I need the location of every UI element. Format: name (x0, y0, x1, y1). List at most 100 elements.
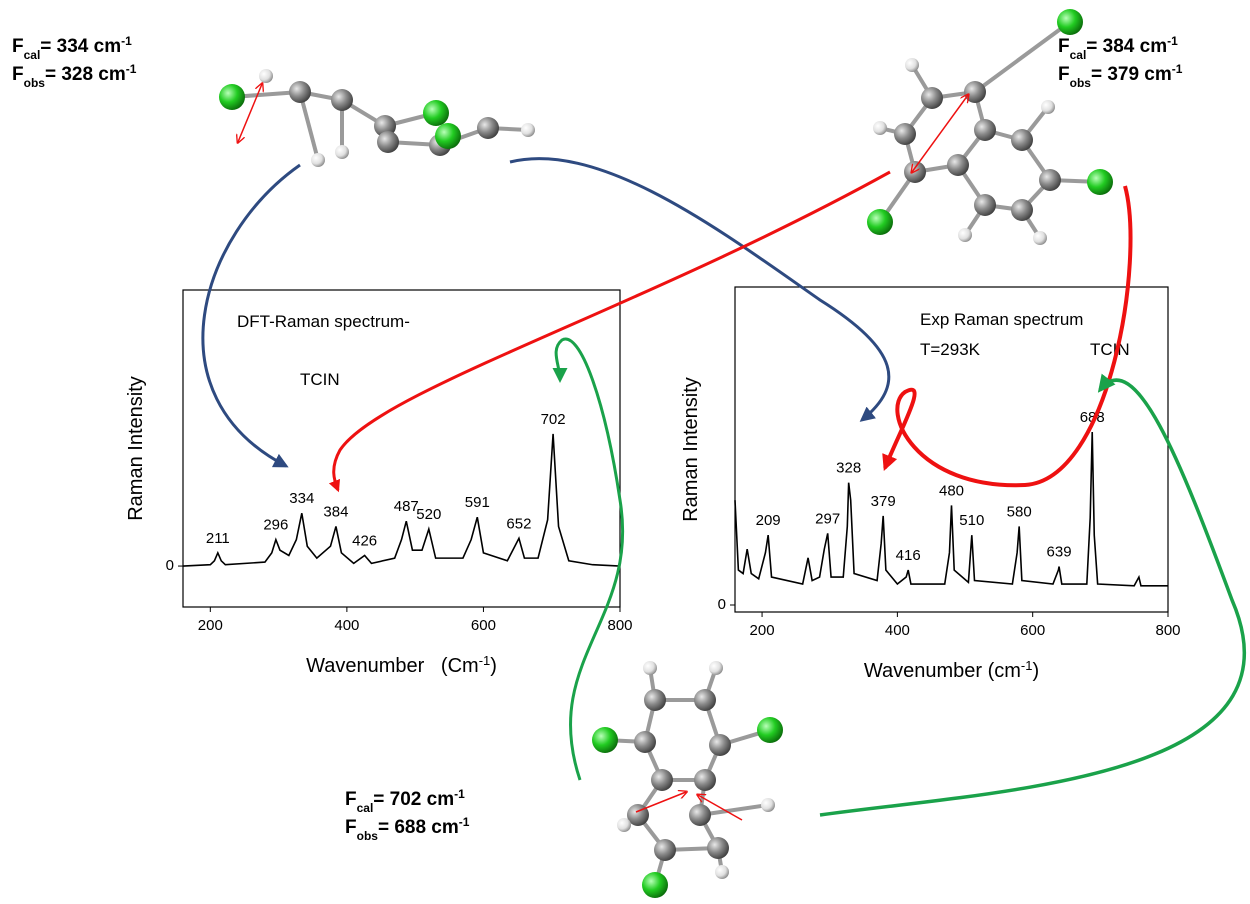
y-tick-label: 0 (718, 596, 726, 613)
arrow (556, 339, 623, 780)
x-tick-label: 200 (198, 617, 223, 634)
x-axis-label-part: -1 (1021, 658, 1033, 673)
x-axis-label-part: Wavenumber (Cm (306, 655, 479, 677)
annotation: TCIN (1090, 340, 1130, 359)
atom (694, 769, 716, 791)
x-axis-label: Wavenumber (Cm-1) (306, 653, 497, 678)
peak-label: 209 (756, 512, 781, 529)
x-axis-label-part: ) (490, 655, 497, 677)
atom (331, 89, 353, 111)
frequency-label-part: = 328 cm (45, 64, 126, 85)
atom (521, 123, 535, 137)
atom (377, 131, 399, 153)
x-tick-label: 600 (1020, 622, 1045, 639)
frequency-label: Fcal= 384 cm-1 (1058, 34, 1178, 62)
atom (335, 145, 349, 159)
frequency-label-part: F (1058, 64, 1070, 85)
frequency-label-part: = 379 cm (1091, 64, 1172, 85)
atom (873, 121, 887, 135)
atom (921, 87, 943, 109)
atom (715, 865, 729, 879)
frequency-label-part: cal (357, 801, 374, 815)
frequency-label-part: F (345, 789, 357, 810)
atom (761, 798, 775, 812)
atom (219, 84, 245, 110)
peak-label: 487 (394, 498, 419, 515)
atom (709, 734, 731, 756)
atom (289, 81, 311, 103)
frequency-label-part: = 334 cm (40, 36, 121, 57)
atom (964, 81, 986, 103)
atom (654, 839, 676, 861)
frequency-label-part: obs (1070, 76, 1092, 90)
peak-label: 480 (939, 482, 964, 499)
atom (311, 153, 325, 167)
peak-label: 297 (815, 510, 840, 527)
peak-label: 211 (206, 530, 230, 547)
peak-label: 328 (836, 460, 861, 477)
atom (643, 661, 657, 675)
frequency-label-part: obs (24, 76, 46, 90)
atom (689, 804, 711, 826)
atom (477, 117, 499, 139)
atom (867, 209, 893, 235)
frequency-label-part: = 702 cm (373, 789, 454, 810)
frequency-label-part: cal (1070, 48, 1087, 62)
peak-label: 652 (506, 515, 531, 532)
atom (423, 100, 449, 126)
frequency-label-part: obs (357, 829, 379, 843)
annotation: T=293K (920, 340, 981, 359)
connector-arrows (203, 159, 1244, 815)
peak-label: 379 (871, 493, 896, 510)
x-axis-label-part: -1 (479, 653, 491, 668)
atom (617, 818, 631, 832)
frequency-label-part: F (12, 64, 24, 85)
atom (644, 689, 666, 711)
peak-label: 426 (352, 532, 377, 549)
atom (651, 769, 673, 791)
frequency-label-part: F (12, 36, 24, 57)
frequency-label-part: = 384 cm (1086, 36, 1167, 57)
x-tick-label: 800 (607, 617, 632, 634)
peak-label: 702 (541, 411, 566, 428)
frequency-label-part: -1 (1167, 34, 1178, 48)
peak-label: 639 (1047, 544, 1072, 561)
annotation: TCIN (300, 370, 340, 389)
atom (974, 119, 996, 141)
atom (634, 731, 656, 753)
atom (905, 58, 919, 72)
bond (975, 22, 1070, 92)
frequency-label-part: = 688 cm (378, 817, 459, 838)
atom (642, 872, 668, 898)
annotation: DFT-Raman spectrum- (237, 312, 410, 331)
y-axis-label: Raman Intensity (680, 377, 702, 522)
molecule (867, 9, 1113, 245)
frequency-label-part: F (345, 817, 357, 838)
peak-label: 334 (289, 490, 314, 507)
annotation: Exp Raman spectrum (920, 310, 1083, 329)
frequency-label: Fcal= 334 cm-1 (12, 34, 132, 62)
x-tick-label: 800 (1155, 622, 1180, 639)
atom (904, 161, 926, 183)
atom (592, 727, 618, 753)
frequency-label-part: -1 (121, 34, 132, 48)
frequency-label-part: -1 (126, 62, 137, 76)
y-axis-label: Raman Intensity (125, 376, 147, 521)
x-tick-label: 400 (885, 622, 910, 639)
atom (958, 228, 972, 242)
peak-label: 384 (323, 503, 348, 520)
atom (709, 661, 723, 675)
atom (947, 154, 969, 176)
frequency-label: Fobs= 328 cm-1 (12, 62, 137, 90)
x-axis-label: Wavenumber (cm-1) (864, 658, 1039, 683)
atom (707, 837, 729, 859)
frequency-label-part: F (1058, 36, 1070, 57)
atom (694, 689, 716, 711)
frequency-label: Fobs= 688 cm-1 (345, 815, 470, 843)
atom (259, 69, 273, 83)
atom (757, 717, 783, 743)
frequency-label: Fobs= 379 cm-1 (1058, 62, 1183, 90)
plot-frame (735, 287, 1168, 612)
molecule (592, 661, 783, 898)
